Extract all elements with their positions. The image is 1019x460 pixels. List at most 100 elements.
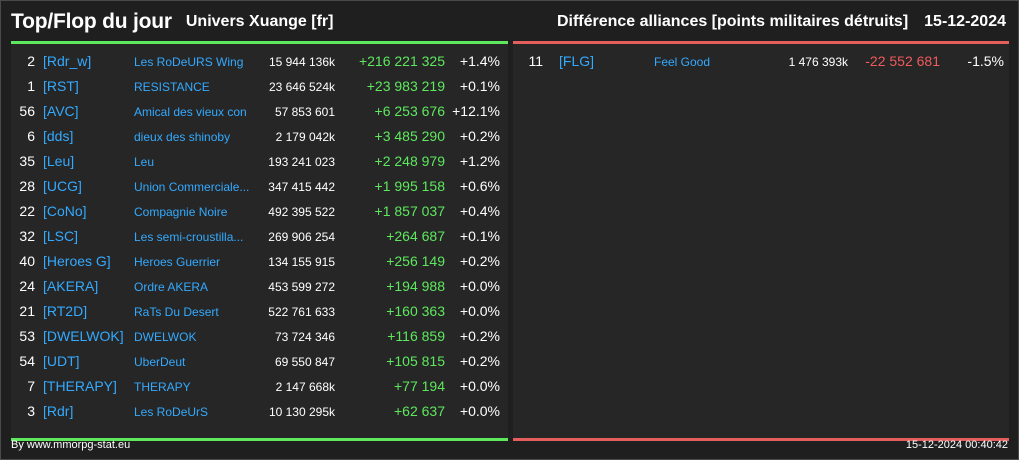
alliance-name-link[interactable]: Ordre AKERA <box>134 280 209 294</box>
diff-cell: +23 983 219 <box>366 78 445 94</box>
rank-cell: 11 <box>528 53 543 69</box>
diff-cell: +6 253 676 <box>374 103 445 119</box>
top-row: 22 [CoNo] Compagnie Noire 492 395 522 +1 857… <box>11 199 508 224</box>
alliance-tag-link[interactable]: [Leu] <box>43 153 75 169</box>
alliance-tag-link[interactable]: [UDT] <box>43 353 80 369</box>
alliance-tag-link[interactable]: [UCG] <box>43 178 82 194</box>
diff-cell: +216 221 325 <box>358 53 445 69</box>
header-right: Différence alliances [points militaires … <box>557 13 1006 31</box>
alliance-tag-link[interactable]: [THERAPY] <box>43 378 117 394</box>
alliance-name-link[interactable]: RaTs Du Desert <box>134 305 219 319</box>
alliance-name-link[interactable]: Amical des vieux con <box>134 105 247 119</box>
alliance-name-link[interactable]: Les RoDeUrS <box>134 405 209 419</box>
diff-cell: +1 857 037 <box>374 203 445 219</box>
percent-cell: +0.2% <box>459 353 500 369</box>
rank-cell: 35 <box>19 153 35 169</box>
rank-cell: 3 <box>27 403 35 419</box>
report-date: 15-12-2024 <box>924 13 1006 30</box>
alliance-tag-link[interactable]: [AVC] <box>43 103 79 119</box>
points-cell: 134 155 915 <box>268 255 335 269</box>
rank-cell: 28 <box>19 178 35 194</box>
top-row: 35 [Leu] Leu 193 241 023 +2 248 979 +1.2% <box>11 149 508 174</box>
alliance-tag-link[interactable]: [AKERA] <box>43 278 99 294</box>
flop-panel: 11 [FLG] Feel Good 1 476 393k -22 552 681 -1.… <box>513 41 1009 441</box>
top-row: 6 [dds] dieux des shinoby 2 179 042k +3 485 … <box>11 124 508 149</box>
footer-timestamp: 15-12-2024 00:40:42 <box>905 439 1008 451</box>
metric-label: Différence alliances [points militaires … <box>556 13 909 30</box>
alliance-tag-link[interactable]: [dds] <box>43 128 74 144</box>
alliance-name-link[interactable]: Les RoDeURS Wing <box>134 55 244 69</box>
alliance-name-link[interactable]: Leu <box>134 155 155 169</box>
top-row: 32 [LSC] Les semi-croustilla... 269 906 254… <box>11 224 508 249</box>
alliance-tag-link[interactable]: [DWELWOK] <box>43 328 124 344</box>
alliance-name-link[interactable]: Union Commerciale... <box>134 180 250 194</box>
top-row: 3 [Rdr] Les RoDeUrS 10 130 295k +62 637 +0.0% <box>11 399 508 424</box>
points-cell: 69 550 847 <box>274 355 335 369</box>
alliance-name-link[interactable]: Heroes Guerrier <box>134 255 221 269</box>
footer: By www.mmorpg-stat.eu 15-12-2024 00:40:4… <box>11 439 1008 455</box>
alliance-name-link[interactable]: Compagnie Noire <box>134 205 228 219</box>
alliance-tag-link[interactable]: [RT2D] <box>43 303 88 319</box>
percent-cell: +0.0% <box>459 303 500 319</box>
diff-cell: +2 248 979 <box>374 153 445 169</box>
diff-cell: +160 363 <box>386 303 445 319</box>
percent-cell: +0.2% <box>459 328 500 344</box>
points-cell: 57 853 601 <box>274 105 335 119</box>
percent-cell: +0.0% <box>459 378 500 394</box>
diff-cell: +1 995 158 <box>374 178 445 194</box>
points-cell: 10 130 295k <box>268 405 335 419</box>
alliance-name-link[interactable]: dieux des shinoby <box>134 130 231 144</box>
diff-cell: +264 687 <box>386 228 445 244</box>
alliance-tag-link[interactable]: [Rdr] <box>43 403 74 419</box>
percent-cell: -1.5% <box>967 53 1004 69</box>
alliance-name-link[interactable]: RESISTANCE <box>134 80 210 94</box>
points-cell: 269 906 254 <box>268 230 335 244</box>
points-cell: 73 724 346 <box>274 330 335 344</box>
percent-cell: +0.2% <box>459 253 500 269</box>
alliance-name-link[interactable]: THERAPY <box>134 380 191 394</box>
points-cell: 453 599 272 <box>268 280 335 294</box>
top-row: 7 [THERAPY] THERAPY 2 147 668k +77 194 +0.0% <box>11 374 508 399</box>
diff-cell: +105 815 <box>386 353 445 369</box>
alliance-tag-link[interactable]: [RST] <box>43 78 79 94</box>
rank-cell: 32 <box>19 228 35 244</box>
flop-row: 11 [FLG] Feel Good 1 476 393k -22 552 681 -1.… <box>513 49 1009 74</box>
percent-cell: +12.1% <box>452 103 500 119</box>
points-cell: 23 646 524k <box>268 80 335 94</box>
rank-cell: 24 <box>19 278 35 294</box>
diff-cell: +194 988 <box>386 278 445 294</box>
alliance-name-link[interactable]: Les semi-croustilla... <box>134 230 244 244</box>
rank-cell: 21 <box>19 303 35 319</box>
alliance-tag-link[interactable]: [Rdr_w] <box>43 53 92 69</box>
top-row: 21 [RT2D] RaTs Du Desert 522 761 633 +160 36… <box>11 299 508 324</box>
diff-cell: +116 859 <box>387 328 445 344</box>
site-credit[interactable]: By www.mmorpg-stat.eu <box>11 439 131 451</box>
percent-cell: +0.1% <box>459 78 500 94</box>
alliance-tag-link[interactable]: [FLG] <box>559 53 595 69</box>
rank-cell: 56 <box>19 103 35 119</box>
top-panel: 2 [Rdr_w] Les RoDeURS Wing 15 944 136k +216 … <box>11 41 508 441</box>
points-cell: 522 761 633 <box>268 305 335 319</box>
rank-cell: 53 <box>19 328 35 344</box>
top-row: 53 [DWELWOK] DWELWOK 73 724 346 +116 859 +0.2… <box>11 324 508 349</box>
points-cell: 492 395 522 <box>268 205 335 219</box>
diff-cell: +62 637 <box>394 403 445 419</box>
alliance-name-link[interactable]: DWELWOK <box>134 330 197 344</box>
alliance-tag-link[interactable]: [Heroes G] <box>43 253 111 269</box>
header: Top/Flop du jour Univers Xuange [fr] Dif… <box>11 7 1006 37</box>
alliance-tag-link[interactable]: [CoNo] <box>43 203 87 219</box>
rank-cell: 6 <box>27 128 35 144</box>
universe-label: Univers Xuange [fr] <box>185 13 334 30</box>
top-row: 54 [UDT] UberDeut 69 550 847 +105 815 +0.2% <box>11 349 508 374</box>
points-cell: 15 944 136k <box>268 55 335 69</box>
percent-cell: +0.4% <box>459 203 500 219</box>
top-row: 1 [RST] RESISTANCE 23 646 524k +23 983 219 +0… <box>11 74 508 99</box>
points-cell: 347 415 442 <box>268 180 335 194</box>
alliance-name-link[interactable]: Feel Good <box>654 55 711 69</box>
percent-cell: +1.4% <box>459 53 500 69</box>
page-title: Top/Flop du jour <box>11 10 172 33</box>
points-cell: 2 147 668k <box>275 380 335 394</box>
alliance-name-link[interactable]: UberDeut <box>134 355 186 369</box>
alliance-tag-link[interactable]: [LSC] <box>43 228 79 244</box>
